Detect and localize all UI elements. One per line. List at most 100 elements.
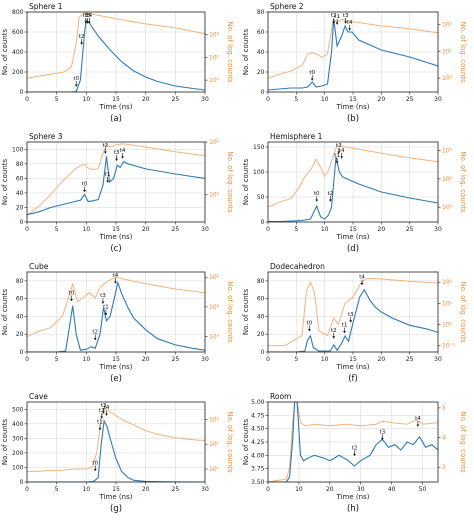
annotation-t0: t0 <box>314 191 320 197</box>
counts-line <box>27 419 205 482</box>
y-tick-label: 0 <box>20 349 24 356</box>
annotation-arrowhead <box>337 151 341 154</box>
annotation-t3: t3 <box>336 143 342 149</box>
annotation-t4: t4 <box>86 13 92 19</box>
y-tick-label: 0 <box>261 349 265 356</box>
annotation-t1: t1 <box>334 14 340 20</box>
x-tick-label: 30 <box>357 486 365 493</box>
annotation-arrowhead <box>348 28 351 31</box>
annotation-t0: t0 <box>82 181 88 187</box>
x-tick-label: 15 <box>349 226 357 233</box>
y-tick-label: 60 <box>16 175 24 182</box>
y2-tick-label: 10⁰ <box>442 321 453 328</box>
annotation-arrowhead <box>93 338 97 341</box>
y2-tick-label: 10¹ <box>442 176 453 183</box>
log-counts-line <box>27 143 205 216</box>
y-tick-label: 300 <box>12 435 24 442</box>
x-tick-label: 30 <box>201 226 209 233</box>
panel-title: Dodecahedron <box>270 262 325 271</box>
x-tick-label: 10 <box>321 96 329 103</box>
y-tick-label: 20 <box>257 69 265 76</box>
x-tick-label: 20 <box>142 486 150 493</box>
y2-tick-label: 10⁰ <box>209 77 220 84</box>
x-tick-label: 5 <box>294 226 298 233</box>
annotation-arrowhead <box>70 298 73 302</box>
y-tick-label: 60 <box>257 29 265 36</box>
y2-tick-label: 10¹ <box>209 192 220 199</box>
annotation-t0: t0 <box>73 76 79 82</box>
x-tick-label: 10 <box>83 486 91 493</box>
panel-4: 0 5 10 15 20 25 30 0 50 100 150 10⁰ 10¹ 10² t0 t2 t1 t3t4… <box>242 132 467 254</box>
annotation-arrowhead <box>349 320 353 323</box>
x-tick-label: 20 <box>378 226 386 233</box>
annotation-arrowhead <box>335 161 339 164</box>
y2-axis-label: No. of log. counts <box>459 21 467 83</box>
counts-line <box>268 288 438 352</box>
annotation-arrowhead <box>114 281 117 284</box>
x-axis-label: Time (ns) <box>336 233 370 241</box>
annotation-arrowhead <box>84 21 88 24</box>
y-tick-label: 40 <box>257 49 265 56</box>
y-tick-label: 200 <box>12 69 24 76</box>
x-axis-label: Time (ns) <box>99 493 133 501</box>
annotation-arrowhead <box>74 84 78 87</box>
y2-tick-label: 10¹ <box>209 54 220 61</box>
annotation-arrowhead <box>328 199 332 202</box>
x-axis-label: Time (ns) <box>99 233 133 241</box>
y2-axis-label: No. of log. counts <box>459 281 467 343</box>
x-tick-label: 15 <box>349 356 357 363</box>
annotation-t0: t0 <box>309 70 315 76</box>
y2-tick-label: 10² <box>442 22 453 29</box>
annotation-t3: t3 <box>85 13 91 19</box>
y-tick-label: 4.25 <box>251 439 265 446</box>
y-tick-label: 0 <box>20 479 24 486</box>
y-axis-label: No. of counts <box>1 159 9 206</box>
y-tick-label: 100 <box>12 146 24 153</box>
annotation-t3: t3 <box>380 429 386 435</box>
x-tick-label: 5 <box>55 226 59 233</box>
panel-label: (a) <box>110 114 122 124</box>
annotation-t0: t0 <box>92 460 98 466</box>
x-tick-label: 30 <box>434 226 442 233</box>
x-tick-label: 5 <box>55 356 59 363</box>
y-tick-label: 20 <box>257 331 265 338</box>
x-tick-label: 30 <box>201 96 209 103</box>
x-tick-label: 0 <box>25 486 29 493</box>
annotation-t4: t4 <box>339 148 345 154</box>
plot-frame <box>267 401 439 483</box>
annotation-t2: t2 <box>331 328 337 334</box>
annotation-arrowhead <box>310 78 314 81</box>
counts-line <box>268 156 438 222</box>
panel-1: 0 5 10 15 20 25 30 0 200 400 600 800 10⁰ 10¹ 10² t0 t2 t1… <box>1 2 234 124</box>
x-tick-label: 0 <box>25 226 29 233</box>
panel-5: 0 5 10 15 20 25 30 0 20 40 60 80 10⁰ 10¹ 10² t0 t2 t3 t1 t4… <box>1 262 234 384</box>
y-tick-label: 0 <box>261 219 265 226</box>
x-tick-label: 0 <box>266 486 270 493</box>
y2-axis-label: No. of log. counts <box>226 151 234 213</box>
x-tick-label: 10 <box>295 486 303 493</box>
y-tick-label: 3.75 <box>251 466 265 473</box>
y-tick-label: 400 <box>12 421 24 428</box>
y-tick-label: 100 <box>12 464 24 471</box>
y-axis-label: No. of counts <box>1 289 9 336</box>
y-tick-label: 60 <box>257 296 265 303</box>
counts-line <box>27 280 205 352</box>
y2-tick-label: 4 <box>442 435 446 442</box>
y2-tick-label: 10² <box>209 416 220 423</box>
x-axis-label: Time (ns) <box>336 363 370 371</box>
x-tick-label: 25 <box>172 356 180 363</box>
panel-6: 0 5 10 15 20 25 30 0 20 40 60 80 10⁻¹ 10⁰ 10¹ 10² t0 t2 t1… <box>242 262 467 384</box>
x-tick-label: 25 <box>172 226 180 233</box>
y-tick-label: 3.50 <box>251 479 265 486</box>
y-tick-label: 0 <box>20 219 24 226</box>
annotation-t2: t2 <box>328 191 334 197</box>
x-tick-label: 5 <box>55 486 59 493</box>
y-tick-label: 800 <box>12 9 24 16</box>
annotation-t2: t2 <box>331 13 337 19</box>
y2-tick-label: 10⁰ <box>442 75 453 82</box>
y-tick-label: 500 <box>12 406 24 413</box>
plot-frame <box>267 11 439 93</box>
annotation-t0: t0 <box>69 290 75 296</box>
annotation-t3: t3 <box>101 403 107 409</box>
